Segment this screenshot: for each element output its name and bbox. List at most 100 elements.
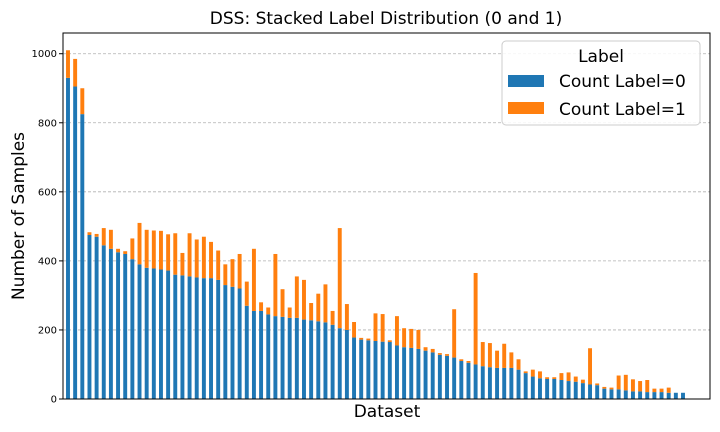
- bar-segment-label-1: [216, 250, 221, 280]
- bar-segment-label-1: [380, 314, 385, 342]
- bar-segment-label-0: [609, 389, 614, 399]
- bar-segment-label-0: [380, 341, 385, 399]
- bar-segment-label-0: [280, 316, 285, 399]
- bar-segment-label-0: [666, 392, 671, 399]
- bar-segment-label-1: [244, 281, 249, 306]
- bar-segment-label-0: [230, 286, 235, 399]
- bar-segment-label-0: [108, 248, 113, 399]
- bar-segment-label-1: [94, 233, 99, 237]
- bar-segment-label-0: [259, 310, 264, 399]
- bar-segment-label-0: [116, 252, 121, 399]
- bar-segment-label-0: [194, 277, 199, 399]
- bar-segment-label-1: [552, 377, 557, 379]
- bar-segment-label-0: [101, 245, 106, 399]
- y-tick-label: 600: [38, 187, 57, 198]
- bar-segment-label-1: [588, 348, 592, 385]
- bar-segment-label-0: [530, 376, 535, 399]
- bar-segment-label-1: [66, 50, 70, 78]
- bar-segment-label-0: [580, 383, 585, 399]
- bar-segment-label-0: [287, 317, 292, 399]
- bar-segment-label-1: [573, 376, 578, 382]
- bar-segment-label-1: [487, 343, 492, 368]
- bar-segment-label-0: [538, 378, 542, 399]
- bar-segment-label-1: [602, 386, 607, 389]
- bar-segment-label-1: [623, 374, 628, 391]
- bar-segment-label-0: [630, 391, 635, 399]
- bar-segment-label-1: [101, 228, 106, 246]
- bar-segment-label-0: [516, 369, 521, 399]
- bar-segment-label-1: [137, 222, 142, 265]
- bar-segment-label-1: [273, 253, 278, 317]
- bar-segment-label-1: [280, 289, 285, 317]
- bar-segment-label-0: [502, 367, 507, 399]
- bar-segment-label-0: [416, 348, 421, 399]
- bar-segment-label-1: [466, 361, 471, 363]
- bar-segment-label-1: [73, 58, 78, 87]
- bar-segment-label-0: [223, 285, 228, 399]
- bar-segment-label-1: [387, 340, 392, 343]
- bar-segment-label-0: [352, 337, 357, 399]
- bar-segment-label-0: [545, 378, 550, 399]
- bar-segment-label-0: [166, 270, 171, 399]
- bar-segment-label-1: [266, 307, 271, 315]
- bar-segment-label-0: [616, 389, 621, 399]
- bar-segment-label-1: [230, 259, 235, 287]
- bar-segment-label-0: [123, 253, 128, 399]
- bar-segment-label-1: [201, 236, 206, 279]
- bar-segment-label-0: [180, 275, 185, 399]
- bar-segment-label-0: [430, 352, 435, 399]
- bar-segment-label-0: [216, 279, 221, 399]
- bar-segment-label-0: [323, 322, 328, 399]
- bar-segment-label-0: [602, 388, 607, 399]
- bar-segment-label-0: [466, 362, 471, 399]
- bar-segment-label-1: [609, 387, 614, 390]
- bar-segment-label-0: [638, 391, 643, 399]
- bar-segment-label-1: [337, 228, 342, 329]
- bar-segment-label-1: [595, 383, 600, 386]
- bar-segment-label-0: [509, 367, 514, 399]
- legend: Label Count Label=0 Count Label=1: [501, 40, 701, 126]
- bar-segment-label-1: [437, 353, 442, 355]
- bar-segment-label-0: [387, 342, 392, 399]
- bar-segment-label-1: [159, 230, 163, 270]
- bar-segment-label-0: [87, 234, 92, 399]
- legend-swatch-label-0: [508, 75, 544, 87]
- bar-segment-label-1: [144, 229, 149, 268]
- bar-segment-label-0: [459, 361, 464, 399]
- bar-segment-label-0: [552, 378, 557, 399]
- bar-segment-label-0: [359, 339, 364, 399]
- bar-segment-label-0: [487, 367, 492, 399]
- bar-segment-label-0: [73, 86, 78, 400]
- bar-segment-label-1: [309, 303, 314, 321]
- bar-segment-label-0: [337, 328, 342, 399]
- gridlines: [63, 53, 710, 331]
- bar-segment-label-0: [94, 236, 99, 399]
- bar-segment-label-0: [366, 340, 371, 399]
- bar-segment-label-1: [323, 284, 328, 323]
- bar-segment-label-1: [545, 377, 550, 379]
- bar-segment-label-1: [108, 229, 113, 249]
- bar-segment-label-0: [244, 305, 249, 399]
- bar-segment-label-1: [209, 241, 213, 279]
- bar-segment-label-1: [666, 387, 671, 393]
- plot-frame: [62, 32, 711, 400]
- bar-segment-label-0: [566, 381, 571, 399]
- bar-segment-label-1: [366, 338, 371, 341]
- bar-segment-label-1: [116, 248, 121, 253]
- bar-segment-label-0: [66, 77, 70, 399]
- bar-segment-label-1: [652, 388, 657, 393]
- bar-segment-label-1: [423, 347, 428, 351]
- chart-title: DSS: Stacked Label Distribution (0 and 1…: [210, 9, 562, 29]
- bar-segment-label-1: [287, 307, 292, 318]
- bar-segment-label-1: [223, 264, 228, 286]
- bar-segment-label-1: [402, 328, 407, 348]
- bar-segment-label-1: [538, 371, 542, 379]
- x-axis-label: Dataset: [354, 402, 421, 422]
- bar-segment-label-1: [173, 233, 178, 275]
- bar-segment-label-0: [673, 392, 678, 399]
- bar-segment-label-0: [645, 392, 650, 399]
- bar-segment-label-1: [180, 252, 185, 276]
- bar-segment-label-1: [194, 239, 199, 278]
- bar-segment-label-0: [437, 354, 442, 399]
